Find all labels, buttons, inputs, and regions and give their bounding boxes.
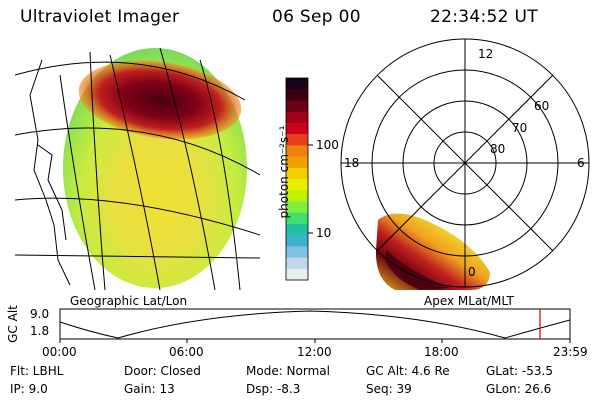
colorbar-unit-label: photon cm⁻²s⁻¹ [277,125,291,219]
colorbar-segment [286,111,308,124]
gc-alt-tick-low: 1.8 [30,324,50,338]
status-ip: IP: 9.0 [10,382,48,396]
mlt-label-12: 12 [478,47,493,61]
mlt-label-18: 18 [344,156,359,170]
colorbar-segment [286,179,308,191]
altitude-curve [59,310,571,339]
colorbar-segment [286,78,308,90]
lat-lon-grid [15,47,260,290]
status-seq: Seq: 39 [366,382,412,396]
gc-alt-tick-high: 9.0 [30,307,50,321]
colorbar-segment [286,156,308,169]
status-dsp: Dsp: -8.3 [246,382,301,396]
time-label: 22:34:52 UT [430,7,538,27]
geographic-caption: Geographic Lat/Lon [70,294,188,308]
time-tick-0000: 00:00 [42,345,77,359]
auroral-oval [78,60,242,140]
status-gc-alt: GC Alt: 4.6 Re [366,364,450,378]
time-tick-1200: 12:00 [297,345,332,359]
polar-panel: 12 18 6 0 60 70 80 [340,38,590,290]
colorbar-segment [286,268,308,281]
date-label: 06 Sep 00 [272,7,361,27]
colorbar [285,77,313,281]
geographic-panel [15,47,260,290]
colorbar-segment [286,89,308,102]
colorbar-segment [286,212,308,225]
colorbar-segment [286,122,308,135]
mlat-label-60: 60 [534,99,549,113]
colorbar-segment [286,246,308,259]
status-glat: GLat: -53.5 [486,364,553,378]
mlat-label-70: 70 [512,121,527,135]
colorbar-segment [286,134,308,146]
apex-caption: Apex MLat/MLT [424,294,514,308]
colorbar-segment [286,190,308,203]
colorbar-segment [286,145,308,158]
colorbar-segment [286,223,308,236]
status-mode: Mode: Normal [246,364,330,378]
colorbar-tick-100: 100 [316,138,339,152]
app-title: Ultraviolet Imager [20,7,180,27]
polar-grid [340,38,590,288]
mlat-label-80: 80 [490,142,505,156]
colorbar-segment [286,201,308,214]
status-glon: GLon: 26.6 [486,382,552,396]
status-gain: Gain: 13 [124,382,175,396]
altitude-plot [59,308,571,343]
mlt-label-0: 0 [468,265,476,279]
colorbar-segment [286,257,308,270]
gc-alt-axis-label: GC Alt [6,305,20,343]
status-filter: Flt: LBHL [10,364,64,378]
colorbar-segment [286,167,308,180]
colorbar-tick-10: 10 [316,226,332,240]
mlt-label-6: 6 [577,156,585,170]
time-tick-1800: 18:00 [424,345,459,359]
time-tick-0600: 06:00 [169,345,204,359]
coastline [29,59,71,286]
colorbar-segment [286,100,308,113]
colorbar-segment [286,235,308,247]
time-tick-2359: 23:59 [553,345,588,359]
status-door: Door: Closed [124,364,201,378]
